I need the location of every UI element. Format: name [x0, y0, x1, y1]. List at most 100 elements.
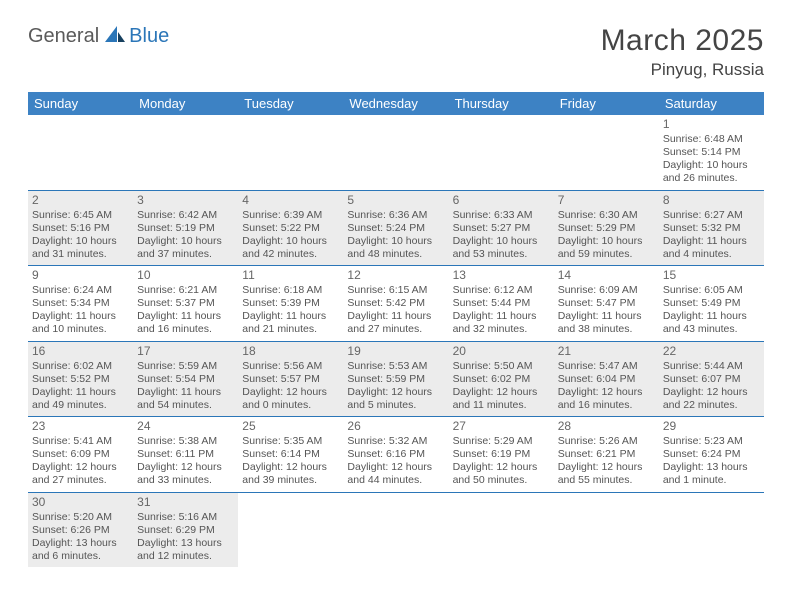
- month-title: March 2025: [601, 24, 764, 58]
- calendar-cell: 6Sunrise: 6:33 AMSunset: 5:27 PMDaylight…: [449, 190, 554, 266]
- daylight-line: Daylight: 11 hours and 4 minutes.: [663, 235, 760, 261]
- calendar-cell: 19Sunrise: 5:53 AMSunset: 5:59 PMDayligh…: [343, 341, 448, 417]
- day-number: 22: [663, 344, 760, 359]
- sunrise-line: Sunrise: 6:02 AM: [32, 360, 129, 373]
- sunrise-line: Sunrise: 5:23 AM: [663, 435, 760, 448]
- day-number: 17: [137, 344, 234, 359]
- logo: General Blue: [28, 24, 169, 49]
- calendar-cell: 5Sunrise: 6:36 AMSunset: 5:24 PMDaylight…: [343, 190, 448, 266]
- day-number: 4: [242, 193, 339, 208]
- calendar-cell: 8Sunrise: 6:27 AMSunset: 5:32 PMDaylight…: [659, 190, 764, 266]
- sunset-line: Sunset: 5:52 PM: [32, 373, 129, 386]
- calendar-cell: 28Sunrise: 5:26 AMSunset: 6:21 PMDayligh…: [554, 417, 659, 493]
- day-number: 25: [242, 419, 339, 434]
- sunrise-line: Sunrise: 6:33 AM: [453, 209, 550, 222]
- calendar-cell: 25Sunrise: 5:35 AMSunset: 6:14 PMDayligh…: [238, 417, 343, 493]
- logo-text-blue: Blue: [129, 25, 169, 48]
- sunset-line: Sunset: 5:42 PM: [347, 297, 444, 310]
- sunrise-line: Sunrise: 5:47 AM: [558, 360, 655, 373]
- daylight-line: Daylight: 10 hours and 53 minutes.: [453, 235, 550, 261]
- day-number: 11: [242, 268, 339, 283]
- weekday-header: Friday: [554, 92, 659, 115]
- daylight-line: Daylight: 13 hours and 6 minutes.: [32, 537, 129, 563]
- sunset-line: Sunset: 5:57 PM: [242, 373, 339, 386]
- sunset-line: Sunset: 5:37 PM: [137, 297, 234, 310]
- daylight-line: Daylight: 12 hours and 39 minutes.: [242, 461, 339, 487]
- daylight-line: Daylight: 12 hours and 44 minutes.: [347, 461, 444, 487]
- calendar-cell: 10Sunrise: 6:21 AMSunset: 5:37 PMDayligh…: [133, 266, 238, 342]
- calendar-cell: [343, 115, 448, 190]
- calendar-cell: 7Sunrise: 6:30 AMSunset: 5:29 PMDaylight…: [554, 190, 659, 266]
- calendar-cell: 14Sunrise: 6:09 AMSunset: 5:47 PMDayligh…: [554, 266, 659, 342]
- title-block: March 2025 Pinyug, Russia: [601, 24, 764, 80]
- sunset-line: Sunset: 6:24 PM: [663, 448, 760, 461]
- sunrise-line: Sunrise: 6:48 AM: [663, 133, 760, 146]
- sunrise-line: Sunrise: 5:59 AM: [137, 360, 234, 373]
- logo-text-general: General: [28, 25, 99, 48]
- daylight-line: Daylight: 12 hours and 55 minutes.: [558, 461, 655, 487]
- daylight-line: Daylight: 12 hours and 22 minutes.: [663, 386, 760, 412]
- day-number: 19: [347, 344, 444, 359]
- daylight-line: Daylight: 12 hours and 16 minutes.: [558, 386, 655, 412]
- daylight-line: Daylight: 10 hours and 59 minutes.: [558, 235, 655, 261]
- sunrise-line: Sunrise: 5:53 AM: [347, 360, 444, 373]
- day-number: 6: [453, 193, 550, 208]
- sunset-line: Sunset: 5:14 PM: [663, 146, 760, 159]
- calendar-cell: 21Sunrise: 5:47 AMSunset: 6:04 PMDayligh…: [554, 341, 659, 417]
- daylight-line: Daylight: 12 hours and 33 minutes.: [137, 461, 234, 487]
- daylight-line: Daylight: 11 hours and 38 minutes.: [558, 310, 655, 336]
- daylight-line: Daylight: 12 hours and 50 minutes.: [453, 461, 550, 487]
- calendar-head: SundayMondayTuesdayWednesdayThursdayFrid…: [28, 92, 764, 115]
- location: Pinyug, Russia: [601, 60, 764, 80]
- weekday-header: Sunday: [28, 92, 133, 115]
- sunset-line: Sunset: 6:09 PM: [32, 448, 129, 461]
- calendar-cell: 12Sunrise: 6:15 AMSunset: 5:42 PMDayligh…: [343, 266, 448, 342]
- sunrise-line: Sunrise: 6:39 AM: [242, 209, 339, 222]
- day-number: 5: [347, 193, 444, 208]
- daylight-line: Daylight: 12 hours and 11 minutes.: [453, 386, 550, 412]
- day-number: 21: [558, 344, 655, 359]
- sail-icon: [103, 24, 127, 49]
- calendar-cell: [133, 115, 238, 190]
- calendar-cell: 17Sunrise: 5:59 AMSunset: 5:54 PMDayligh…: [133, 341, 238, 417]
- calendar-cell: 15Sunrise: 6:05 AMSunset: 5:49 PMDayligh…: [659, 266, 764, 342]
- day-number: 26: [347, 419, 444, 434]
- daylight-line: Daylight: 11 hours and 32 minutes.: [453, 310, 550, 336]
- daylight-line: Daylight: 11 hours and 49 minutes.: [32, 386, 129, 412]
- sunset-line: Sunset: 5:19 PM: [137, 222, 234, 235]
- sunrise-line: Sunrise: 5:26 AM: [558, 435, 655, 448]
- day-number: 15: [663, 268, 760, 283]
- day-number: 12: [347, 268, 444, 283]
- daylight-line: Daylight: 12 hours and 5 minutes.: [347, 386, 444, 412]
- sunset-line: Sunset: 6:11 PM: [137, 448, 234, 461]
- day-number: 9: [32, 268, 129, 283]
- weekday-header: Saturday: [659, 92, 764, 115]
- sunrise-line: Sunrise: 5:41 AM: [32, 435, 129, 448]
- weekday-header: Monday: [133, 92, 238, 115]
- sunrise-line: Sunrise: 5:38 AM: [137, 435, 234, 448]
- sunrise-line: Sunrise: 6:12 AM: [453, 284, 550, 297]
- daylight-line: Daylight: 11 hours and 21 minutes.: [242, 310, 339, 336]
- day-number: 28: [558, 419, 655, 434]
- sunset-line: Sunset: 6:14 PM: [242, 448, 339, 461]
- calendar-cell: 20Sunrise: 5:50 AMSunset: 6:02 PMDayligh…: [449, 341, 554, 417]
- sunset-line: Sunset: 5:29 PM: [558, 222, 655, 235]
- day-number: 29: [663, 419, 760, 434]
- day-number: 23: [32, 419, 129, 434]
- day-number: 24: [137, 419, 234, 434]
- sunrise-line: Sunrise: 5:44 AM: [663, 360, 760, 373]
- daylight-line: Daylight: 11 hours and 54 minutes.: [137, 386, 234, 412]
- weekday-header: Thursday: [449, 92, 554, 115]
- daylight-line: Daylight: 11 hours and 27 minutes.: [347, 310, 444, 336]
- calendar-cell: [238, 115, 343, 190]
- daylight-line: Daylight: 12 hours and 27 minutes.: [32, 461, 129, 487]
- calendar-cell: 27Sunrise: 5:29 AMSunset: 6:19 PMDayligh…: [449, 417, 554, 493]
- sunrise-line: Sunrise: 6:27 AM: [663, 209, 760, 222]
- daylight-line: Daylight: 11 hours and 10 minutes.: [32, 310, 129, 336]
- calendar-cell: 30Sunrise: 5:20 AMSunset: 6:26 PMDayligh…: [28, 492, 133, 567]
- sunrise-line: Sunrise: 5:32 AM: [347, 435, 444, 448]
- calendar-cell: 11Sunrise: 6:18 AMSunset: 5:39 PMDayligh…: [238, 266, 343, 342]
- sunrise-line: Sunrise: 6:05 AM: [663, 284, 760, 297]
- sunset-line: Sunset: 5:22 PM: [242, 222, 339, 235]
- day-number: 16: [32, 344, 129, 359]
